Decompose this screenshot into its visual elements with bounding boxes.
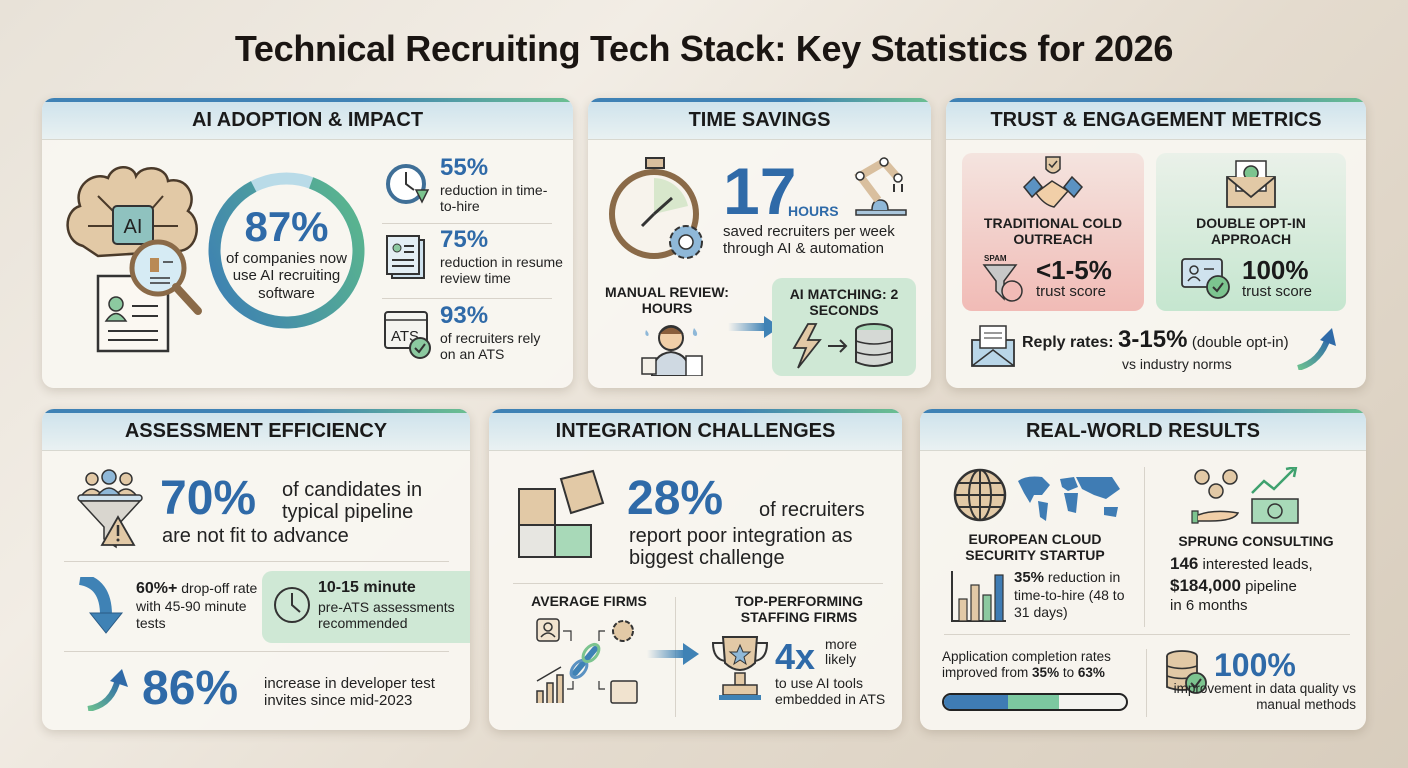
- panel-header: REAL-WORLD RESULTS: [920, 409, 1366, 451]
- donut-chart: [208, 172, 365, 329]
- euro-startup-stat: 35% reduction in time-to-hire (48 to 31 …: [1014, 569, 1125, 620]
- four-x-value: 4x: [775, 636, 816, 677]
- recommended-assessment-box: 10-15 minute pre-ATS assessments recomme…: [262, 571, 470, 643]
- envelope-letter-icon: [971, 325, 1015, 367]
- ai-brain-magnifier-icon: AI: [66, 166, 202, 353]
- stressed-recruiter-icon: [641, 325, 703, 376]
- svg-text:AI: AI: [124, 216, 143, 238]
- panel-ai-adoption: AI ADOPTION & IMPACT AI 87% of companies…: [42, 98, 573, 388]
- ai-matching-box: AI MATCHING: 2 SECONDS: [772, 278, 916, 376]
- not-fit-value: 70%: [160, 472, 257, 525]
- panel-integration-challenges: INTEGRATION CHALLENGES 28% of recruiters…: [489, 409, 902, 730]
- panel-assessment-efficiency: ASSESSMENT EFFICIENCY 70% of candidates …: [42, 409, 470, 730]
- clock-icon: [274, 587, 310, 623]
- invites-increase-value: 86%: [142, 662, 239, 715]
- trend-up-arrow-icon: [1297, 328, 1336, 370]
- cold-outreach-card: TRADITIONAL COLD OUTREACH SPAM <1-5% tru…: [962, 153, 1144, 311]
- panel-time-savings: TIME SAVINGS 17 HOURS saved recruiters p…: [588, 98, 931, 388]
- double-optin-card: DOUBLE OPT-IN APPROACH 100% trust score: [1156, 153, 1346, 311]
- dropoff-stat: 60%+ drop-off rate with 45-90 minute tes…: [136, 580, 258, 631]
- resume-icon: [386, 235, 425, 279]
- hours-unit: HOURS: [788, 203, 839, 219]
- bar-chart-icon: [951, 571, 1006, 622]
- sprung-stat: 146 interested leads, $184,000 pipeline …: [1170, 554, 1313, 614]
- broken-link-tools-icon: [536, 618, 638, 704]
- reply-rates: Reply rates: 3-15% (double opt-in): [1022, 326, 1289, 353]
- arrow-right-icon: [647, 643, 699, 665]
- stopwatch-gear-icon: [609, 157, 703, 259]
- down-arrow-icon: [78, 577, 124, 634]
- robot-arm-icon: [854, 156, 907, 216]
- spam-filter-icon: [982, 264, 1023, 302]
- panel-header: ASSESSMENT EFFICIENCY: [42, 409, 470, 451]
- donut-value: 87%: [244, 203, 329, 250]
- data-quality-value: 100%: [1214, 647, 1296, 683]
- trophy-icon: [711, 636, 769, 700]
- puzzle-icon: [518, 469, 605, 558]
- page-title: Technical Recruiting Tech Stack: Key Sta…: [234, 28, 1174, 69]
- database-check-icon: [1166, 650, 1207, 694]
- panel-header: AI ADOPTION & IMPACT: [42, 98, 573, 140]
- panel-header: TIME SAVINGS: [588, 98, 931, 140]
- hours-text: saved recruiters per week through AI & a…: [723, 223, 895, 258]
- progress-before: [944, 695, 1008, 709]
- panel-real-world-results: REAL-WORLD RESULTS EUROPEAN CLOUD SECURI…: [920, 409, 1366, 730]
- hand-coins-growth-icon: [1191, 467, 1299, 524]
- completion-rates: Application completion rates improved fr…: [942, 649, 1111, 681]
- stat-time-to-hire: 55% reduction in time-to-hire: [384, 156, 564, 222]
- ats-check-icon: ATS: [384, 311, 431, 359]
- handshake-shield-icon: [1022, 156, 1084, 208]
- world-map-icon: [1018, 476, 1120, 521]
- stat-resume-review: 75% reduction in resume review time: [384, 228, 573, 294]
- poor-integration-value: 28%: [627, 472, 724, 525]
- globe-icon: [953, 468, 1007, 522]
- hours-value: 17: [723, 154, 797, 228]
- panel-header: INTEGRATION CHALLENGES: [489, 409, 902, 451]
- up-arrow-icon: [87, 669, 128, 711]
- stat-ats: ATS 93% of recruiters rely on an ATS: [384, 304, 564, 370]
- completion-progress-bar: [942, 693, 1128, 711]
- donut-label: of companies now use AI recruiting softw…: [226, 250, 347, 302]
- panel-header: TRUST & ENGAGEMENT METRICS: [946, 98, 1366, 140]
- funnel-warning-icon: [77, 469, 143, 549]
- clock-down-icon: [386, 164, 430, 204]
- manual-review-label: MANUAL REVIEW: HOURS: [605, 284, 729, 317]
- envelope-check-icon: [1226, 160, 1276, 208]
- id-card-check-icon: [1181, 258, 1230, 299]
- panel-trust-engagement: TRUST & ENGAGEMENT METRICS TRADITIONAL C…: [946, 98, 1366, 388]
- progress-after: [1007, 695, 1059, 709]
- lightning-database-icon: [792, 323, 893, 369]
